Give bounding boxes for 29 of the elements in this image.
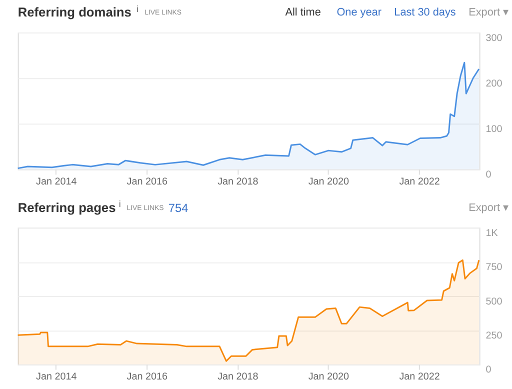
y-tick-label: 0 — [486, 364, 492, 376]
text: Export ▾ — [468, 6, 510, 19]
text: i — [136, 4, 139, 14]
chart-title: Referring pages — [18, 200, 116, 215]
x-tick-label: Jan 2016 — [126, 176, 168, 188]
x-tick-label: Jan 2022 — [399, 176, 440, 188]
y-tick-label: 250 — [486, 330, 503, 342]
x-tick-label: Jan 2014 — [36, 372, 78, 383]
chart-title: Referring domains — [18, 4, 132, 20]
text: Last 30 days — [394, 6, 456, 19]
x-tick-label: Jan 2020 — [308, 176, 350, 188]
y-tick-label: 1K — [486, 228, 498, 240]
y-tick-label: 750 — [486, 262, 503, 274]
x-tick-label: Jan 2020 — [308, 372, 350, 383]
x-tick-label: Jan 2018 — [218, 372, 259, 383]
x-tick-label: Jan 2014 — [36, 176, 78, 188]
y-tick-label: 100 — [486, 124, 503, 136]
y-tick-label: 200 — [486, 78, 503, 90]
x-tick-label: Jan 2018 — [218, 176, 259, 188]
text: One year — [336, 6, 382, 19]
text: Export ▾ — [468, 202, 510, 214]
y-tick-label: 300 — [486, 32, 503, 44]
y-tick-label: 0 — [486, 170, 492, 181]
text: i — [118, 198, 121, 209]
text: 754 — [168, 200, 189, 215]
text: All time — [285, 6, 321, 19]
x-tick-label: Jan 2016 — [126, 372, 168, 383]
y-tick-label: 500 — [486, 296, 503, 308]
x-tick-label: Jan 2022 — [399, 372, 440, 383]
